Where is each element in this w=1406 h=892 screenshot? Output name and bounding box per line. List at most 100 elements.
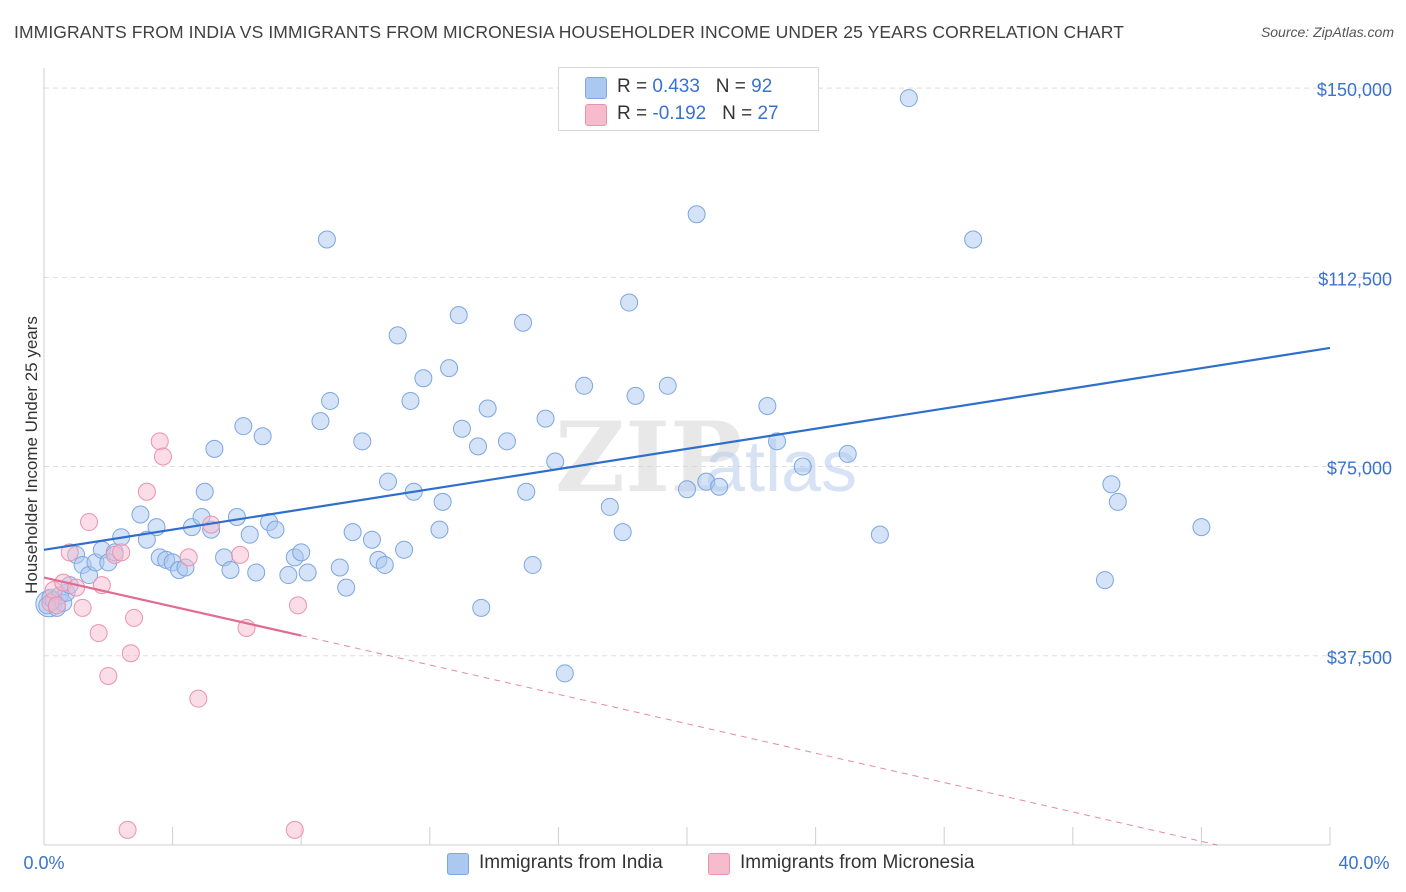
micronesia-point	[60, 543, 79, 562]
india-point	[137, 530, 156, 549]
india-point	[195, 482, 214, 501]
india-point	[469, 437, 488, 456]
india-point	[536, 409, 555, 428]
legend-india-r-value: 0.433	[652, 76, 700, 97]
micronesia-point	[125, 608, 144, 627]
india-point	[497, 432, 516, 451]
india-point	[311, 412, 330, 431]
micronesia-point	[118, 820, 137, 839]
india-point	[600, 497, 619, 516]
india-point	[899, 89, 918, 108]
y-tick-label: $112,500	[1318, 269, 1392, 289]
micronesia-point	[179, 548, 198, 567]
india-point	[321, 391, 340, 410]
y-axis-label: Householder Income Under 25 years	[22, 316, 41, 594]
micronesia-point	[137, 482, 156, 501]
india-point	[343, 523, 362, 542]
india-point	[1192, 518, 1211, 537]
india-point	[375, 555, 394, 574]
bottom-legend-swatch-micronesia	[708, 853, 730, 875]
india-point	[613, 523, 632, 542]
india-point	[298, 563, 317, 582]
micronesia-point	[288, 596, 307, 615]
india-point	[337, 578, 356, 597]
india-point	[523, 555, 542, 574]
micronesia-point	[112, 543, 131, 562]
legend-india-n-label: N =	[715, 76, 752, 97]
india-point	[414, 369, 433, 388]
india-point	[658, 376, 677, 395]
india-point	[620, 293, 639, 312]
x-tick-label-max: 40.0%	[1338, 853, 1389, 873]
bottom-legend-swatch-india	[447, 853, 469, 875]
legend-swatch-india	[585, 77, 607, 99]
micronesia-point	[73, 598, 92, 617]
india-point	[266, 520, 285, 539]
micronesia-point	[80, 513, 99, 532]
correlation-legend: R = 0.433 N = 92 R = -0.192 N = 27	[558, 67, 819, 131]
tick-labels: $37,500 $75,000 $112,500 $150,000 0.0% 40.0%	[23, 80, 1392, 873]
axes	[43, 68, 1331, 846]
india-point	[131, 505, 150, 524]
india-point	[758, 396, 777, 415]
india-point	[546, 452, 565, 471]
micronesia-point	[47, 596, 66, 615]
india-point	[449, 306, 468, 325]
india-point	[388, 326, 407, 345]
india-trend-line	[43, 346, 1331, 551]
india-point	[205, 439, 224, 458]
micronesia-point	[99, 666, 118, 685]
india-point	[626, 386, 645, 405]
india-point	[253, 427, 272, 446]
india-point	[964, 230, 983, 249]
y-tick-label: $150,000	[1317, 80, 1392, 100]
source-credit: Source: ZipAtlas.com	[1260, 24, 1394, 40]
x-tick-label-min: 0.0%	[23, 853, 64, 873]
india-point	[279, 566, 298, 585]
watermark: ZIP atlas	[555, 401, 857, 514]
series-india-points	[35, 89, 1211, 683]
india-point	[395, 540, 414, 559]
legend-micronesia-n-label: N =	[722, 103, 758, 124]
micronesia-point	[121, 644, 140, 663]
micronesia-trend-line	[43, 576, 302, 637]
india-point	[292, 543, 311, 562]
india-point	[353, 432, 372, 451]
india-point	[768, 432, 787, 451]
india-point	[710, 477, 729, 496]
india-point	[247, 563, 266, 582]
legend-micronesia-n-value: 27	[757, 103, 779, 124]
india-point	[433, 492, 452, 511]
micronesia-trend-line-extension	[301, 635, 1218, 846]
bottom-legend-label-micronesia: Immigrants from Micronesia	[740, 852, 975, 873]
india-point	[478, 399, 497, 418]
india-point	[317, 230, 336, 249]
india-point	[240, 525, 259, 544]
legend-india-n-value: 92	[751, 76, 773, 97]
india-point	[1095, 571, 1114, 590]
series-micronesia-points	[41, 432, 307, 839]
india-point	[472, 598, 491, 617]
india-point	[838, 444, 857, 463]
chart-title: IMMIGRANTS FROM INDIA VS IMMIGRANTS FROM…	[14, 22, 1125, 42]
india-point	[678, 480, 696, 499]
india-point	[452, 419, 471, 438]
micronesia-point	[67, 578, 86, 597]
india-point	[517, 482, 536, 501]
trend-lines	[43, 346, 1331, 846]
india-point	[687, 205, 706, 224]
india-point	[234, 417, 253, 436]
micronesia-point	[89, 624, 108, 643]
india-point	[401, 391, 420, 410]
legend-micronesia-r-value: -0.192	[652, 103, 707, 124]
gridlines	[44, 87, 1392, 657]
india-point	[870, 525, 889, 544]
india-point	[440, 359, 459, 378]
micronesia-point	[285, 820, 304, 839]
india-point	[362, 530, 381, 549]
india-point	[1102, 475, 1121, 494]
legend-india-r-label: R =	[617, 76, 653, 97]
india-point	[221, 560, 240, 579]
y-tick-label: $37,500	[1327, 648, 1392, 668]
